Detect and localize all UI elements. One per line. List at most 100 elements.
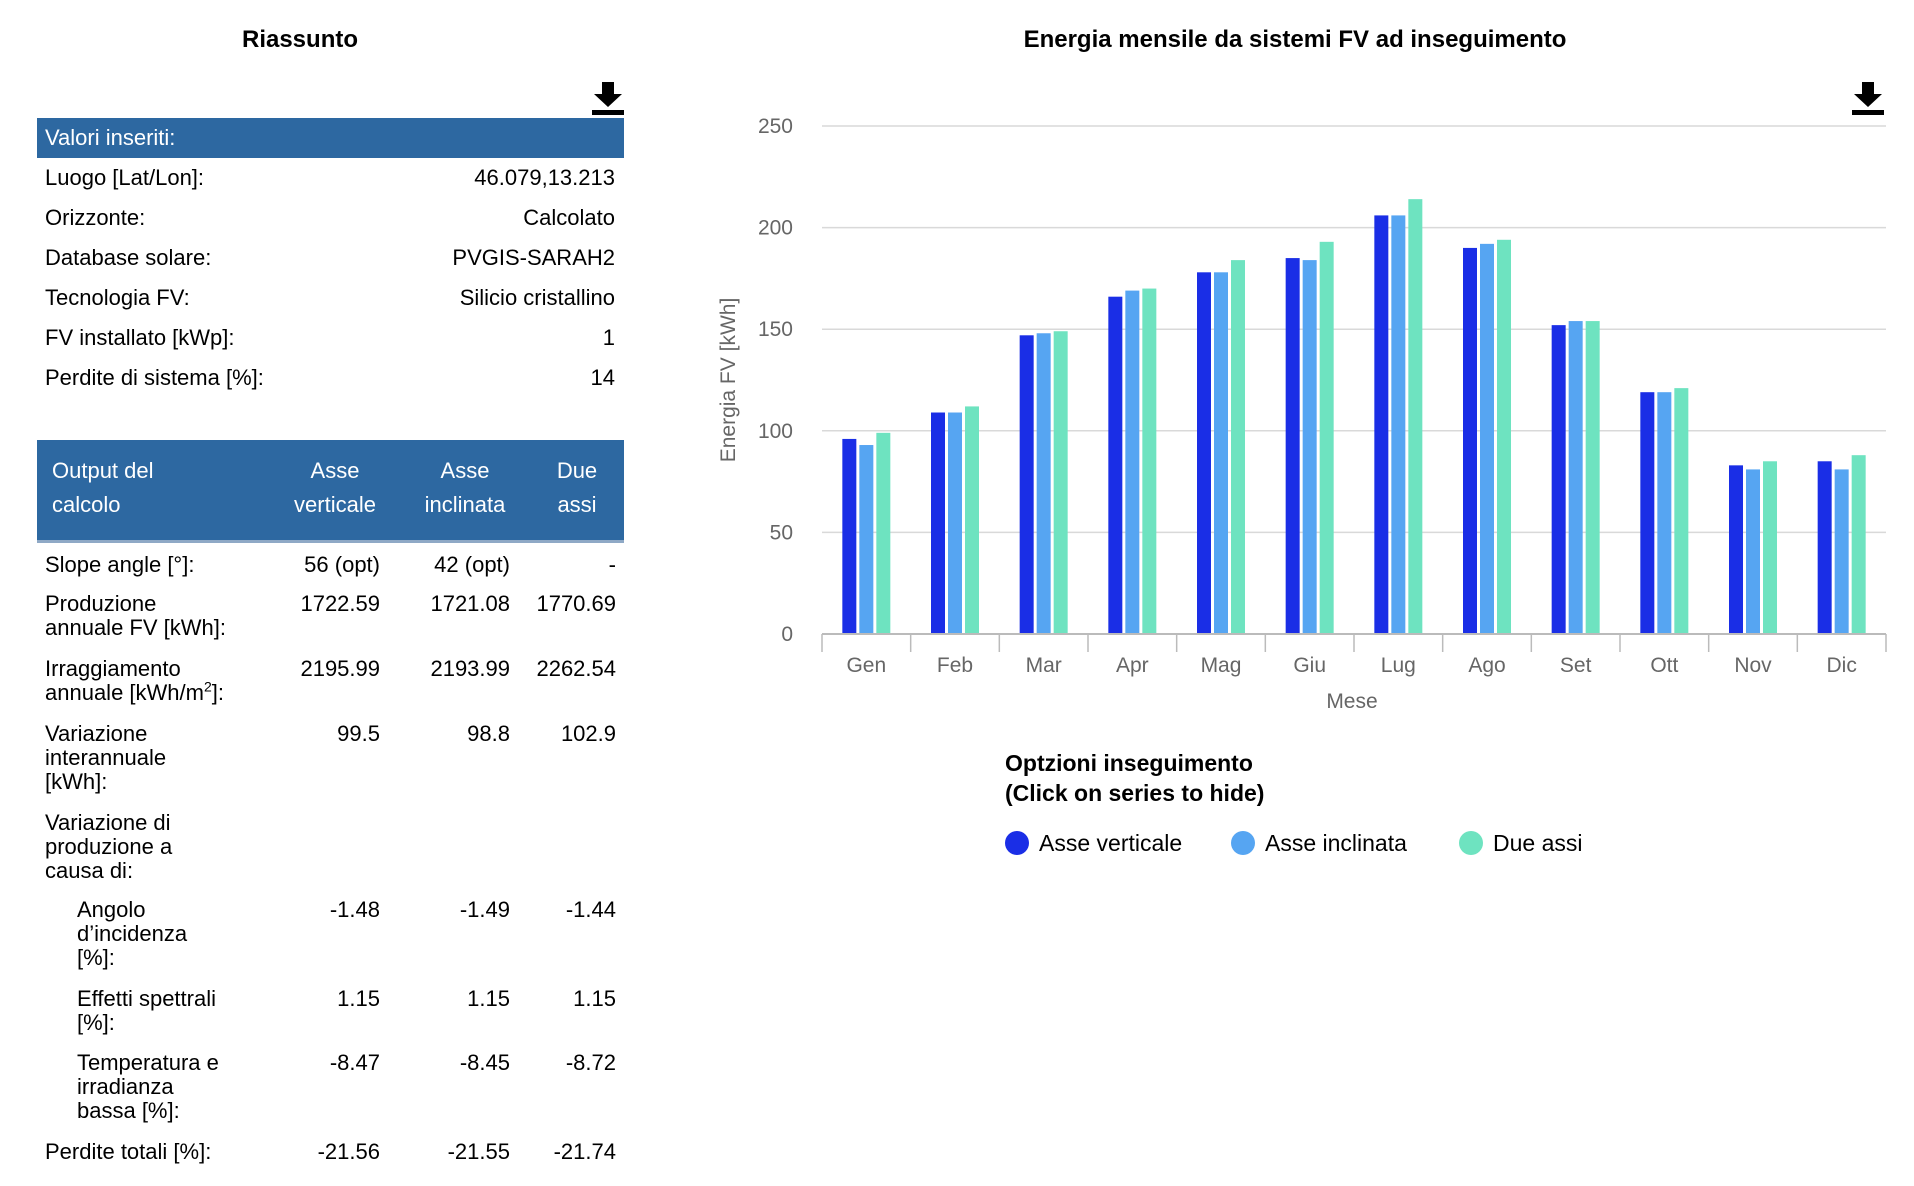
bar-asse-verticale-ago[interactable] [1463,247,1477,635]
bar-asse-verticale-nov[interactable] [1729,465,1743,634]
bar-asse-inclinata-feb[interactable] [948,412,962,634]
value-inclined: -8.45 [459,1050,510,1075]
value-two-axis: 1.15 [573,986,616,1011]
input-label: Perdite di sistema [%]: [45,365,264,390]
value-vertical: -21.56 [317,1139,380,1164]
bar-asse-inclinata-nov[interactable] [1746,469,1760,634]
output-header-col3: Due assi [556,458,598,517]
output-header: Output del calcolo Asse verticale Asse incl… [37,440,624,543]
summary-title: Riassunto [241,26,358,53]
x-tick-label: Ago [1468,654,1505,677]
input-row-horizon: Orizzonte: Calcolato [45,202,615,234]
bar-asse-verticale-set[interactable] [1551,325,1566,634]
y-tick-label: 250 [758,115,793,138]
bar-asse-inclinata-set[interactable] [1568,321,1583,634]
monthly-energy-chart: 0 50 100 150 200 250 Gen Feb Mar Apr Mag Giu Lug Ago S… [717,115,1887,713]
x-axis-label: Mese [1326,690,1377,713]
value-two-axis: 2262.54 [536,656,616,681]
bar-asse-verticale-apr[interactable] [1108,296,1123,634]
bar-due-assi-nov[interactable] [1763,461,1777,634]
bar-asse-verticale-lug[interactable] [1374,215,1389,634]
value-two-axis: 1770.69 [536,591,616,616]
input-value: PVGIS-SARAH2 [452,245,615,270]
inputs-header: Valori inseriti: [37,118,624,158]
legend-item-two-axes[interactable]: Due assi [1459,830,1582,857]
x-tick-label: Mag [1201,654,1242,677]
row-label: Produzione annuale FV [kWh]: [45,591,226,640]
bar-due-assi-set[interactable] [1585,321,1600,634]
row-label: Variazione interannuale [kWh]: [45,721,167,794]
row-label: Irraggiamento annuale [kWh/m2]: [45,656,224,705]
y-tick-label: 200 [758,217,793,240]
x-tick-label: Gen [846,654,886,677]
bar-due-assi-apr[interactable] [1142,288,1157,634]
bar-due-assi-giu[interactable] [1319,241,1334,634]
bar-asse-verticale-gen[interactable] [842,438,857,634]
y-tick-label: 150 [758,318,793,341]
input-row-database: Database solare: PVGIS-SARAH2 [45,242,615,274]
output-header-col0: Output del calcolo [52,458,154,517]
row-label: Perdite totali [%]: [45,1139,212,1164]
bar-asse-inclinata-giu[interactable] [1302,260,1317,634]
value-vertical: 99.5 [337,721,380,746]
input-value: Silicio cristallino [459,285,615,310]
y-tick-label: 50 [770,521,793,544]
bar-asse-inclinata-lug[interactable] [1391,215,1406,634]
input-label: FV installato [kWp]: [45,325,235,350]
bar-asse-verticale-mag[interactable] [1197,272,1211,634]
bar-due-assi-ott[interactable] [1674,388,1689,634]
download-icon[interactable] [588,78,628,118]
value-vertical: -8.47 [329,1050,380,1075]
input-label: Database solare: [45,245,212,270]
legend-title: Optzioni inseguimento (Click on series t… [1005,750,1265,806]
bar-due-assi-ago[interactable] [1497,239,1511,635]
legend-item-vertical-axis[interactable]: Asse verticale [1005,830,1182,857]
x-tick-label: Ott [1650,654,1678,677]
bar-asse-verticale-ott[interactable] [1640,392,1655,634]
input-value: Calcolato [523,205,615,230]
x-tick-label: Set [1560,654,1592,677]
bar-due-assi-dic[interactable] [1851,455,1866,634]
bar-asse-inclinata-ott[interactable] [1657,392,1672,634]
legend-item-inclined-axis[interactable]: Asse inclinata [1231,830,1407,857]
bar-asse-verticale-feb[interactable] [931,412,945,634]
legend-dot [1231,831,1255,855]
value-inclined: 98.8 [467,721,510,746]
value-two-axis: -8.72 [565,1050,616,1075]
value-inclined: -1.49 [459,897,510,922]
legend-dot [1459,831,1483,855]
x-tick-label: Dic [1826,654,1856,677]
x-tick-label: Feb [937,654,973,677]
y-tick-label: 0 [781,623,793,646]
bar-asse-verticale-giu[interactable] [1285,258,1300,634]
value-inclined: 42 (opt) [434,552,510,577]
bar-asse-inclinata-mag[interactable] [1214,272,1228,634]
value-two-axis: 102.9 [560,721,616,746]
bar-due-assi-mar[interactable] [1053,331,1068,634]
bar-asse-inclinata-gen[interactable] [859,445,874,634]
bar-due-assi-gen[interactable] [876,432,891,634]
value-vertical: 1.15 [337,986,380,1011]
value-inclined: 2193.99 [430,656,510,681]
value-inclined: 1721.08 [430,591,510,616]
bar-asse-inclinata-apr[interactable] [1125,290,1140,634]
bar-asse-inclinata-ago[interactable] [1480,243,1494,634]
value-vertical: -1.48 [329,897,380,922]
bar-due-assi-mag[interactable] [1231,260,1245,634]
value-inclined: 1.15 [467,986,510,1011]
bar-asse-inclinata-mar[interactable] [1036,333,1051,634]
bar-due-assi-feb[interactable] [965,406,979,634]
bar-due-assi-lug[interactable] [1408,199,1423,635]
input-label: Luogo [Lat/Lon]: [45,165,205,190]
output-header-col1: Asse verticale [294,458,376,517]
bar-asse-inclinata-dic[interactable] [1834,469,1849,634]
input-row-location: Luogo [Lat/Lon]: 46.079,13.213 [45,162,615,194]
value-two-axis: -1.44 [565,897,616,922]
chart-grid [822,125,1886,534]
summary-panel: Riassunto Valori inseriti: Luogo [Lat/Lo… [0,0,640,1186]
bar-asse-verticale-dic[interactable] [1817,461,1832,634]
bar-asse-verticale-mar[interactable] [1019,335,1034,634]
download-icon[interactable] [1848,78,1888,118]
row-label: Effetti spettrali [%]: [77,986,216,1035]
chart-title: Energia mensile da sistemi FV ad insegui… [1023,26,1567,53]
